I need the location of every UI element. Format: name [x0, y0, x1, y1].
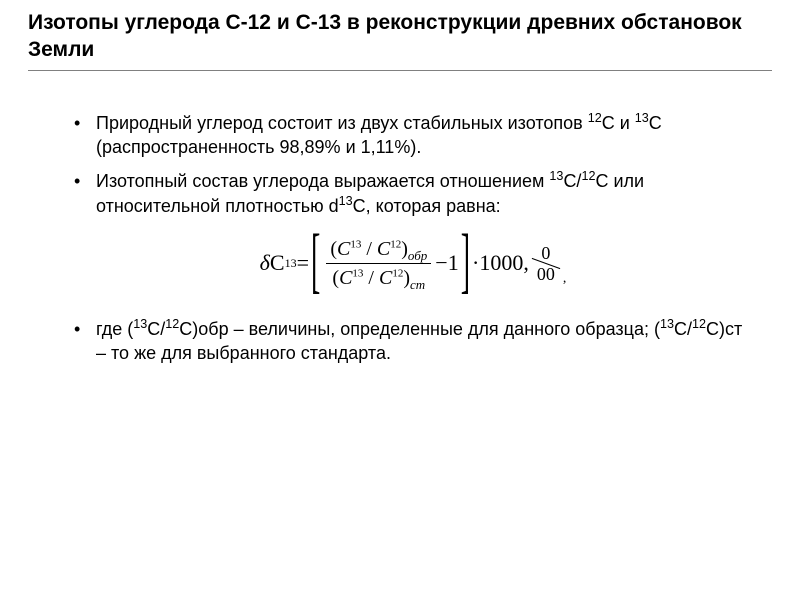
b3-t1: где (: [96, 319, 133, 339]
formula-container: δC13 = [ (C13 / C12)обр (C13 / C12)ст −1…: [74, 236, 752, 291]
bullet-2: Изотопный состав углерода выражается отн…: [74, 169, 752, 218]
permille-top: 0: [541, 245, 550, 261]
b3-sup13b: 13: [660, 317, 674, 331]
num-sub-obr: обр: [408, 248, 427, 263]
formula-lhs-C: C: [270, 250, 285, 276]
num-close: ): [401, 238, 408, 260]
b3-csb: C/: [674, 319, 692, 339]
formula-lbracket: [: [311, 222, 320, 305]
formula-denominator: (C13 / C12)ст: [328, 265, 429, 291]
b3-csa: C/: [147, 319, 165, 339]
b2-sup12: 12: [581, 169, 595, 183]
den-sup13: 13: [352, 267, 363, 279]
b1-text-1: Природный углерод состоит из двух стабил…: [96, 113, 588, 133]
den-C1: C: [339, 267, 352, 289]
num-sup13: 13: [350, 238, 361, 250]
formula-delta: δ: [260, 250, 270, 276]
bullet-1: Природный углерод состоит из двух стабил…: [74, 111, 752, 160]
formula-rbracket: ]: [461, 222, 470, 305]
b3-sup13a: 13: [133, 317, 147, 331]
den-close: ): [403, 267, 410, 289]
b2-cend: C, которая равна:: [353, 196, 501, 216]
num-open: (: [330, 238, 337, 260]
bullet-list: Природный углерод состоит из двух стабил…: [74, 111, 752, 218]
den-sub-st: ст: [410, 277, 425, 292]
b2-text-1: Изотопный состав углерода выражается отн…: [96, 171, 549, 191]
b1-sup12: 12: [588, 111, 602, 125]
formula-fraction-bar: [326, 263, 431, 264]
formula-minus1: −1: [435, 250, 458, 276]
formula-dot1000: ·1000,: [472, 250, 529, 276]
num-C1: C: [337, 238, 350, 260]
formula-numerator: (C13 / C12)обр: [326, 236, 431, 262]
num-slash: /: [361, 238, 377, 260]
den-sup12: 12: [392, 267, 403, 279]
bullet-list-2: где (13C/12C)обр – величины, определенны…: [74, 317, 752, 366]
b2-d13: 13: [339, 194, 353, 208]
formula-permille: 0 00: [531, 245, 561, 282]
b1-c1: C и: [602, 113, 635, 133]
slide: Изотопы углерода С-12 и С-13 в реконстру…: [0, 0, 800, 600]
permille-bot: 00: [537, 266, 555, 282]
b3-sup12a: 12: [165, 317, 179, 331]
den-slash: /: [363, 267, 379, 289]
bullet-3: где (13C/12C)обр – величины, определенны…: [74, 317, 752, 366]
formula: δC13 = [ (C13 / C12)обр (C13 / C12)ст −1…: [260, 236, 567, 291]
formula-main-fraction: (C13 / C12)обр (C13 / C12)ст: [326, 236, 431, 291]
num-sup12: 12: [390, 238, 401, 250]
num-C2: C: [377, 238, 390, 260]
content-area: Природный углерод состоит из двух стабил…: [28, 111, 772, 366]
b1-sup13: 13: [635, 111, 649, 125]
den-C2: C: [379, 267, 392, 289]
title-block: Изотопы углерода С-12 и С-13 в реконстру…: [28, 10, 772, 71]
b2-sup13: 13: [549, 169, 563, 183]
slide-title: Изотопы углерода С-12 и С-13 в реконстру…: [28, 10, 772, 64]
formula-trailing: ,: [563, 271, 567, 287]
formula-eq: =: [297, 250, 309, 276]
b2-cslash: C/: [563, 171, 581, 191]
b3-sup12b: 12: [692, 317, 706, 331]
b3-cobr: C)обр – величины, определенные для данно…: [179, 319, 660, 339]
